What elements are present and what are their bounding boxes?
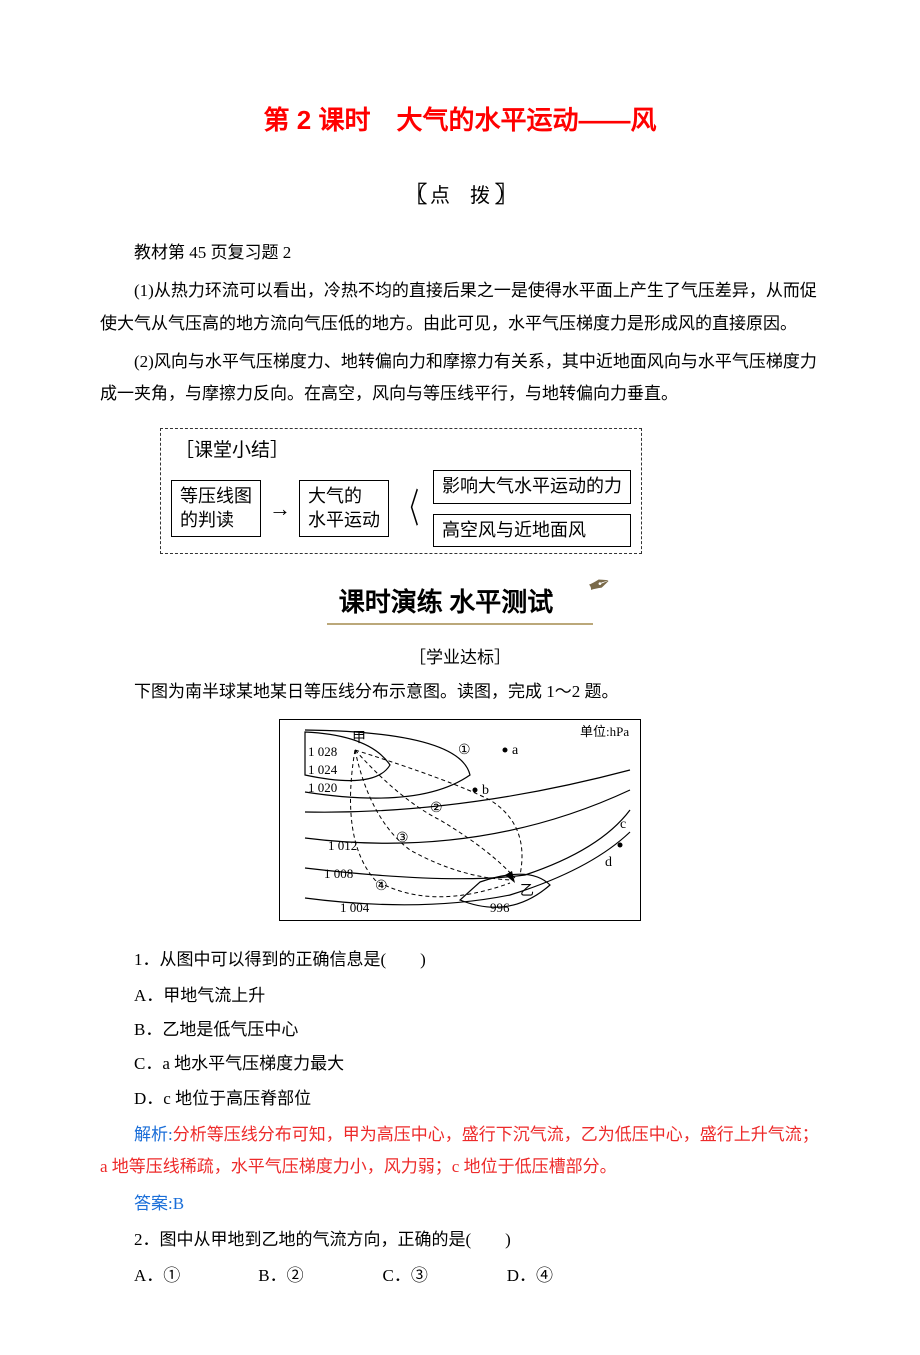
right-bracket-icon: 〗 <box>495 182 515 207</box>
iso-lbl-1: 1 024 <box>308 762 338 777</box>
label-n3: ③ <box>396 831 409 846</box>
label-d: d <box>605 855 612 870</box>
q1-stem: 1．从图中可以得到的正确信息是( ) <box>100 944 820 976</box>
q1-answer-label: 答案: <box>134 1194 173 1213</box>
textbook-ref: 教材第 45 页复习题 2 <box>100 237 820 269</box>
q2-stem: 2．图中从甲地到乙地的气流方向，正确的是( ) <box>100 1224 820 1256</box>
flow-box-1: 等压线图 的判读 <box>171 480 261 537</box>
label-n2: ② <box>430 801 443 816</box>
q2-opt-b: B．② <box>258 1260 378 1292</box>
left-bracket-icon: 〖 <box>405 182 425 207</box>
para-2: (2)风向与水平气压梯度力、地转偏向力和摩擦力有关系，其中近地面风向与水平气压梯… <box>100 346 820 411</box>
flow-right-2: 高空风与近地面风 <box>433 514 631 547</box>
label-jia: 甲 <box>352 731 366 746</box>
q2-opt-d: D．④ <box>507 1260 627 1292</box>
label-unit: 单位:hPa <box>580 724 629 739</box>
q1-opt-a: A．甲地气流上升 <box>100 980 820 1012</box>
q1-answer-value: B <box>173 1194 184 1213</box>
summary-box: ［课堂小结］ 等压线图 的判读 → 大气的 水平运动 〈 影响大气水平运动的力 … <box>160 428 642 554</box>
label-n4: ④ <box>375 879 388 894</box>
q1-opt-d: D．c 地位于高压脊部位 <box>100 1083 820 1115</box>
iso-lbl-0: 1 028 <box>308 744 337 759</box>
point-d <box>618 842 623 847</box>
flow-right-stack: 影响大气水平运动的力 高空风与近地面风 <box>433 470 631 547</box>
fig-intro: 下图为南半球某地某日等压线分布示意图。读图，完成 1～2 题。 <box>100 676 820 708</box>
flow-box-1-l1: 等压线图 <box>180 485 252 508</box>
page-title: 第 2 课时 大气的水平运动——风 <box>100 100 820 137</box>
iso-lbl-4: 1 008 <box>324 866 353 881</box>
para-1: (1)从热力环流可以看出，冷热不均的直接后果之一是使得水平面上产生了气压差异，从… <box>100 275 820 340</box>
flow-box-2-l1: 大气的 <box>308 485 380 508</box>
flow-right-1: 影响大气水平运动的力 <box>433 470 631 503</box>
dianbo-text: 点 拨 <box>430 185 490 207</box>
iso-lbl-2: 1 020 <box>308 780 337 795</box>
isobar-figure: 甲 乙 a b c d ① ② ③ ④ 单位:hPa 1 028 1 024 1… <box>279 719 641 921</box>
arrow-icon: → <box>269 496 291 522</box>
subheader: ［学业达标］ <box>100 643 820 668</box>
iso-lbl-3: 1 012 <box>328 838 357 853</box>
q1-analysis-text: 分析等压线分布可知，甲为高压中心，盛行下沉气流，乙为低压中心，盛行上升气流；a … <box>100 1125 819 1176</box>
q2-opt-c: C．③ <box>383 1260 503 1292</box>
dianbo-marker: 〖 点 拨 〗 <box>100 177 820 209</box>
feather-icon: ✒ <box>583 565 617 605</box>
q1-analysis: 解析:分析等压线分布可知，甲为高压中心，盛行下沉气流，乙为低压中心，盛行上升气流… <box>100 1119 820 1184</box>
iso-lbl-6: 996 <box>490 900 510 915</box>
q1-opt-c: C．a 地水平气压梯度力最大 <box>100 1048 820 1080</box>
angle-bracket-icon: 〈 <box>399 489 419 529</box>
q2-opt-a: A．① <box>134 1260 254 1292</box>
flow-box-1-l2: 的判读 <box>180 509 252 532</box>
q1-analysis-label: 解析: <box>134 1125 173 1144</box>
flow-box-2-l2: 水平运动 <box>308 509 380 532</box>
q1-opt-b: B．乙地是低气压中心 <box>100 1014 820 1046</box>
isobar-svg: 甲 乙 a b c d ① ② ③ ④ 单位:hPa 1 028 1 024 1… <box>280 720 640 920</box>
q1-answer: 答案:B <box>100 1188 820 1220</box>
summary-flow: 等压线图 的判读 → 大气的 水平运动 〈 影响大气水平运动的力 高空风与近地面… <box>171 470 631 547</box>
q2-options: A．① B．② C．③ D．④ <box>100 1260 820 1292</box>
label-yi: 乙 <box>520 883 534 899</box>
label-b: b <box>482 783 489 798</box>
label-c: c <box>620 817 626 832</box>
label-a: a <box>512 743 519 758</box>
flow-box-2: 大气的 水平运动 <box>299 480 389 537</box>
label-n1: ① <box>458 743 471 758</box>
point-b <box>473 787 478 792</box>
summary-title: ［课堂小结］ <box>171 435 631 462</box>
point-a <box>503 747 508 752</box>
section-banner: 课时演练 水平测试 ✒ <box>327 578 594 625</box>
banner-text: 课时演练 水平测试 <box>339 588 554 617</box>
iso-lbl-5: 1 004 <box>340 900 370 915</box>
